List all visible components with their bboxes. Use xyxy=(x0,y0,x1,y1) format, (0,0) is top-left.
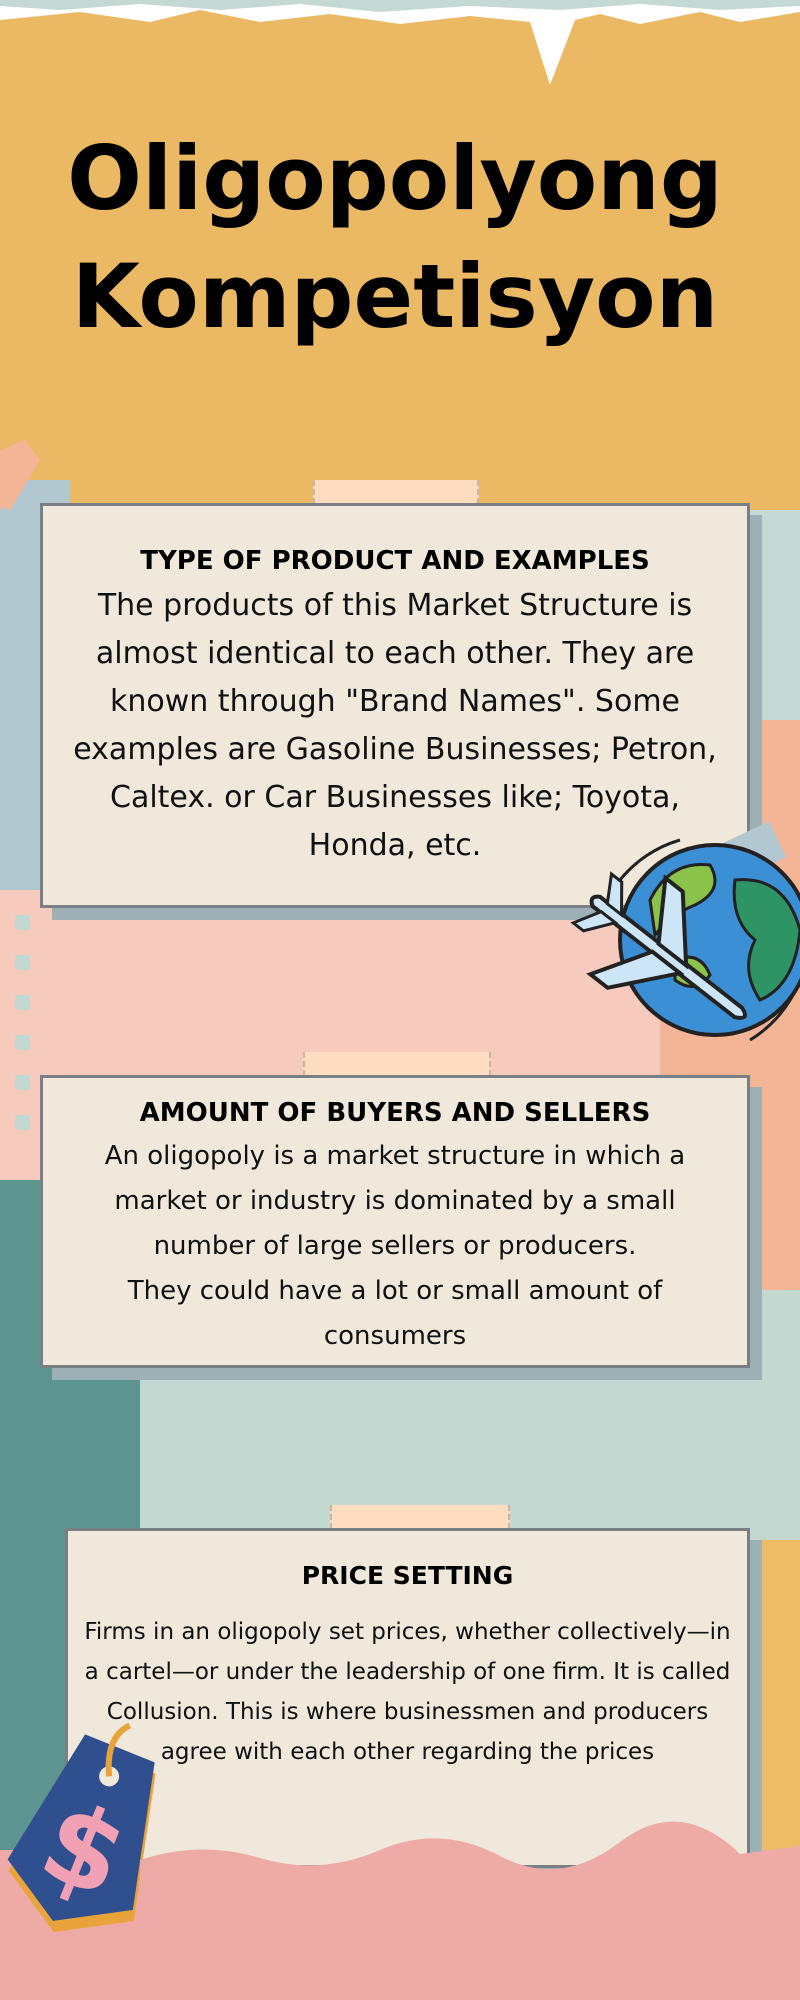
section-body: An oligopoly is a market structure in wh… xyxy=(43,1134,747,1359)
dot-marker xyxy=(15,995,30,1010)
section-body: Firms in an oligopoly set prices, whethe… xyxy=(84,1619,731,1765)
dot-marker xyxy=(15,955,30,970)
yellow-paper-strip xyxy=(745,1540,800,1870)
section-heading: AMOUNT OF BUYERS AND SELLERS xyxy=(139,1098,651,1128)
dot-marker xyxy=(15,1035,30,1050)
section-body-line: They could have a lot or small amount of… xyxy=(127,1276,663,1351)
globe-with-airplane-icon xyxy=(570,821,800,1042)
torn-paper-edge xyxy=(140,1821,800,1880)
section-body-line: An oligopoly is a market structure in wh… xyxy=(104,1141,686,1261)
dot-marker xyxy=(15,1115,30,1130)
title-line-1: Oligopolyong xyxy=(67,127,723,230)
price-setting-section-card: PRICE SETTING Firms in an oligopoly set … xyxy=(65,1528,750,1868)
dollar-price-tag-icon: $ xyxy=(7,1722,156,1932)
dot-marker xyxy=(15,915,30,930)
header-background xyxy=(0,0,800,510)
page-title: Oligopolyong Kompetisyon xyxy=(0,120,790,356)
buyers-sellers-section-card: AMOUNT OF BUYERS AND SELLERS An oligopol… xyxy=(40,1075,750,1368)
section-heading: TYPE OF PRODUCT AND EXAMPLES xyxy=(140,546,650,576)
title-line-2: Kompetisyon xyxy=(71,245,719,348)
pink-paper-corner xyxy=(0,440,40,510)
dot-marker xyxy=(15,1075,30,1090)
section-body: The products of this Market Structure is… xyxy=(73,588,717,863)
section-heading: PRICE SETTING xyxy=(301,1561,514,1590)
product-section-card: TYPE OF PRODUCT AND EXAMPLES The product… xyxy=(40,503,750,908)
torn-paper-top xyxy=(0,0,800,85)
